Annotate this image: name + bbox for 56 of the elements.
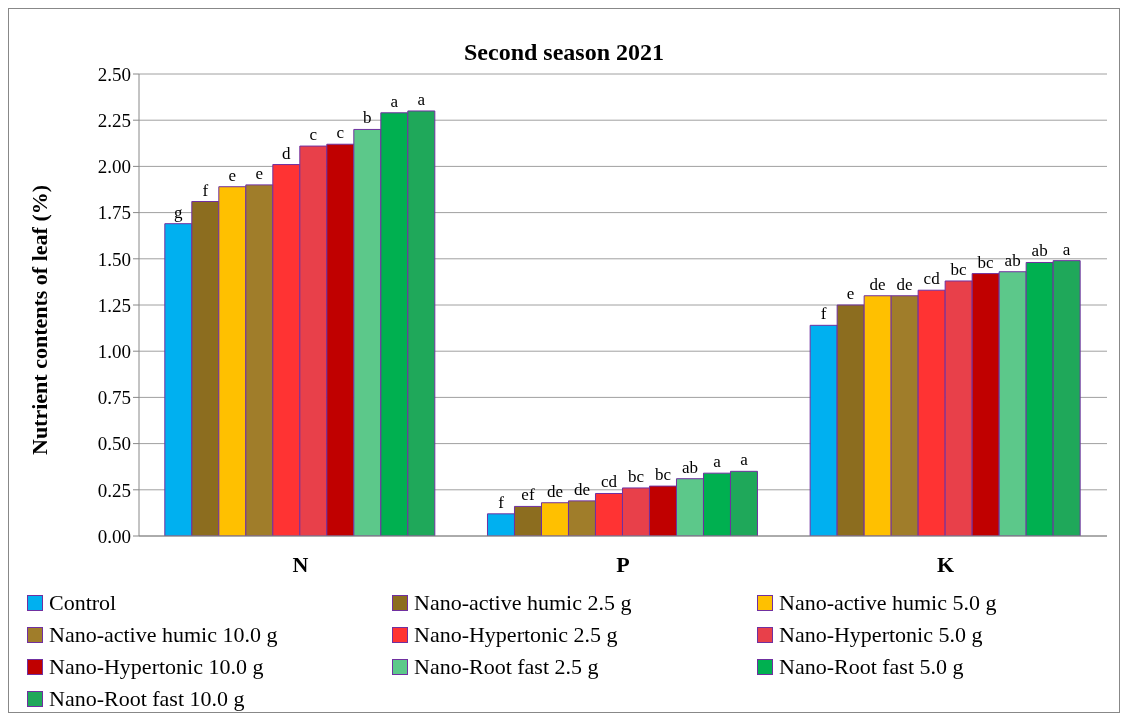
data-label: e [255,163,264,183]
legend-label: Nano-active humic 10.0 g [49,622,278,648]
y-tick-label: 2.00 [97,156,131,178]
data-label: e [228,165,237,185]
legend-label: Nano-active humic 2.5 g [414,590,632,616]
data-label: a [713,452,722,472]
data-label: cd [600,472,618,492]
data-label: cd [923,269,941,289]
data-label: f [202,180,209,200]
x-tick-label: N [292,551,309,577]
data-label: ef [521,485,535,505]
y-tick-label: 1.00 [97,340,131,362]
data-label: e [846,284,855,303]
legend-label: Nano-Root fast 10.0 g [49,686,245,712]
data-label: bc [654,465,672,485]
data-label: f [820,304,827,324]
legend-label: Nano-Hypertonic 5.0 g [779,622,983,648]
y-axis-title: Nutrient contents of leaf (%) [26,184,52,455]
data-label: a [417,89,426,109]
y-tick-label: 0.25 [97,479,131,501]
legend-label: Control [49,590,117,616]
data-label: bc [977,252,995,272]
data-label: g [174,202,184,222]
legend-label: Nano-Root fast 2.5 g [414,654,599,680]
data-label: de [546,481,563,501]
y-tick-label: 2.25 [97,109,131,131]
legend-label: Nano-Hypertonic 10.0 g [49,654,264,680]
data-label: a [740,450,749,470]
data-label: de [869,274,886,294]
data-label: de [573,479,590,499]
chart-title: Second season 2021 [463,39,665,65]
data-label: a [390,91,399,111]
x-tick-label: K [937,551,955,577]
data-label: b [363,108,372,128]
data-label: ab [1031,241,1048,261]
x-tick-label: P [616,551,630,577]
data-label: ab [1004,250,1021,270]
data-label: c [336,123,345,143]
y-tick-label: 0.75 [97,387,131,409]
y-tick-label: 2.50 [97,63,131,85]
data-label: bc [950,259,968,279]
legend-label: Nano-Root fast 5.0 g [779,654,964,680]
data-label: a [1062,239,1071,259]
y-tick-label: 0.00 [97,525,131,547]
y-tick-label: 0.50 [97,433,131,455]
y-tick-label: 1.50 [97,248,131,270]
legend-label: Nano-Hypertonic 2.5 g [414,622,618,648]
data-label: f [498,492,505,512]
data-label: d [282,143,292,163]
y-tick-label: 1.75 [97,202,131,224]
data-label: bc [627,466,645,486]
data-label: de [896,274,913,294]
data-label: ab [681,457,698,477]
legend-label: Nano-active humic 5.0 g [779,590,997,616]
data-label: c [309,125,318,145]
y-tick-label: 1.25 [97,294,131,316]
